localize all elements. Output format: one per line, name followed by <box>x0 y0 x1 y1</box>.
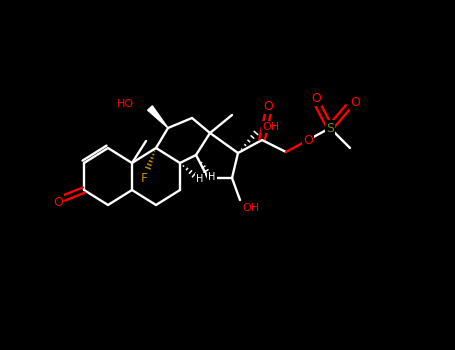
Text: O: O <box>303 133 313 147</box>
Text: H: H <box>196 174 204 184</box>
Text: H: H <box>208 172 216 182</box>
Text: OH: OH <box>242 203 259 213</box>
Text: O: O <box>350 96 360 108</box>
Polygon shape <box>147 106 168 128</box>
Text: S: S <box>326 121 334 134</box>
Text: O: O <box>263 99 273 112</box>
Text: OH: OH <box>262 122 279 132</box>
Text: O: O <box>53 196 63 209</box>
Text: F: F <box>141 172 147 184</box>
Text: HO: HO <box>117 99 134 109</box>
Text: O: O <box>311 91 321 105</box>
